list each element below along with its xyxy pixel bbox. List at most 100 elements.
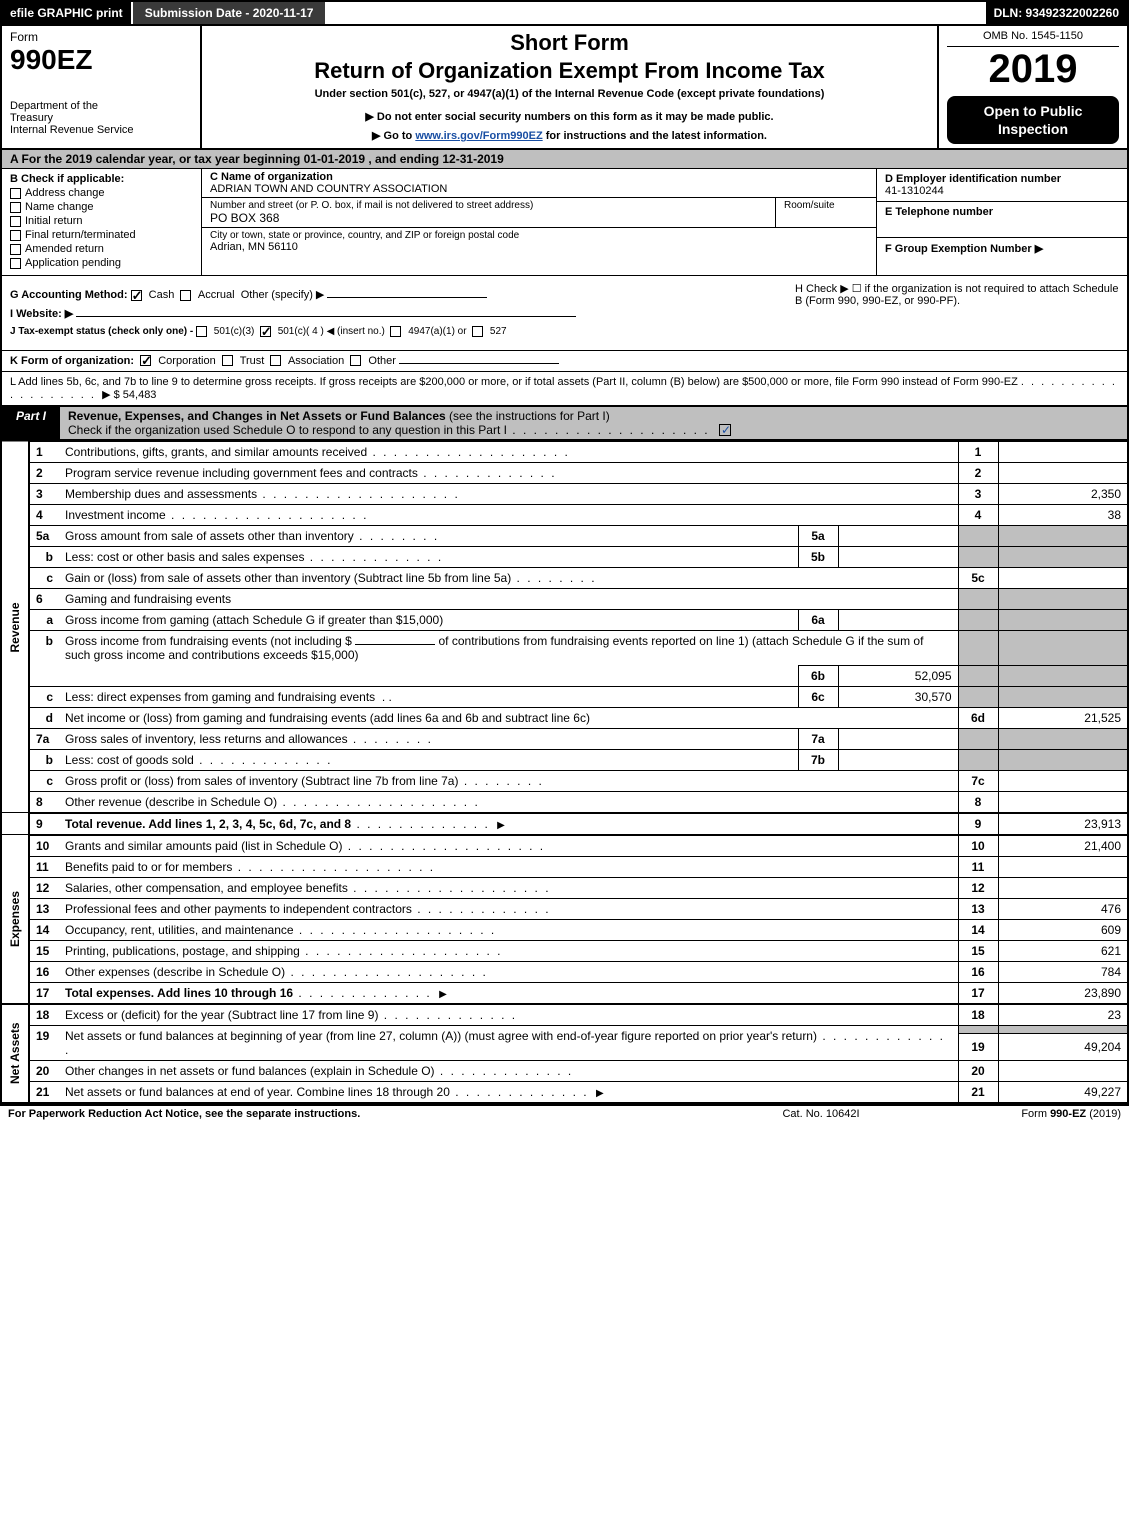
l6-rnum-grey [958, 588, 998, 609]
lbl-amended: Amended return [25, 243, 104, 255]
l19-rval-grey [998, 1025, 1128, 1034]
lbl-501c: 501(c)( 4 ) ◀ (insert no.) [278, 327, 385, 338]
footer-right-pre: Form [1021, 1108, 1050, 1120]
l6c-rnum-grey [958, 686, 998, 707]
l13-num: 13 [29, 898, 59, 919]
revenue-side-label: Revenue [1, 441, 29, 813]
l6d-val: 21,525 [998, 707, 1128, 728]
chk-schedule-o[interactable] [719, 424, 731, 436]
l21-arrow-icon [592, 1085, 608, 1099]
expenses-side-label: Expenses [1, 835, 29, 1003]
l8-rnum: 8 [958, 791, 998, 813]
l2-rnum: 2 [958, 462, 998, 483]
lbl-cash: Cash [149, 289, 175, 301]
chk-assoc[interactable] [270, 355, 281, 366]
l17-arrow-icon [435, 986, 451, 1000]
l6b-num: b [29, 630, 59, 686]
top-bar: efile GRAPHIC print Submission Date - 20… [0, 0, 1129, 26]
l10-val: 21,400 [998, 835, 1128, 857]
l6a-boxval [838, 609, 958, 630]
chk-4947[interactable] [390, 326, 401, 337]
l12-num: 12 [29, 877, 59, 898]
part-1-header: Part I Revenue, Expenses, and Changes in… [0, 405, 1129, 441]
chk-501c[interactable] [260, 326, 271, 337]
l4-val: 38 [998, 504, 1128, 525]
l14-num: 14 [29, 919, 59, 940]
l6b-blank[interactable] [355, 644, 435, 645]
rev-last-side [1, 813, 29, 834]
lbl-trust: Trust [240, 355, 265, 367]
k-label: K Form of organization: [10, 355, 134, 367]
l15-val: 621 [998, 940, 1128, 961]
l17-val: 23,890 [998, 982, 1128, 1003]
l18-rnum: 18 [958, 1004, 998, 1026]
footer-cat: Cat. No. 10642I [721, 1108, 921, 1120]
note-goto: ▶ Go to www.irs.gov/Form990EZ for instru… [214, 129, 925, 142]
l7a-rnum-grey [958, 728, 998, 749]
footer-right-post: (2019) [1086, 1108, 1121, 1120]
l19-desc: Net assets or fund balances at beginning… [65, 1029, 817, 1043]
l10-rnum: 10 [958, 835, 998, 857]
l21-num: 21 [29, 1081, 59, 1103]
chk-527[interactable] [472, 326, 483, 337]
chk-accrual[interactable] [180, 290, 191, 301]
l13-rnum: 13 [958, 898, 998, 919]
l1-num: 1 [29, 441, 59, 462]
chk-corp[interactable] [140, 355, 151, 366]
chk-final-return[interactable] [10, 230, 21, 241]
l9-val: 23,913 [998, 813, 1128, 834]
l9-dots [351, 817, 490, 831]
l3-val: 2,350 [998, 483, 1128, 504]
l18-desc: Excess or (deficit) for the year (Subtra… [65, 1008, 378, 1022]
l5a-num: 5a [29, 525, 59, 546]
irs-link[interactable]: www.irs.gov/Form990EZ [415, 130, 542, 142]
subtitle: Under section 501(c), 527, or 4947(a)(1)… [214, 88, 925, 100]
l5b-desc: Less: cost or other basis and sales expe… [65, 550, 443, 564]
chk-cash[interactable] [131, 290, 142, 301]
chk-other-org[interactable] [350, 355, 361, 366]
l6c-rval-grey [998, 686, 1128, 707]
chk-trust[interactable] [222, 355, 233, 366]
efile-label[interactable]: efile GRAPHIC print [2, 2, 131, 24]
chk-initial-return[interactable] [10, 216, 21, 227]
expenses-table: Expenses 10 Grants and similar amounts p… [0, 834, 1129, 1003]
chk-amended[interactable] [10, 244, 21, 255]
part1-table: Revenue 1 Contributions, gifts, grants, … [0, 441, 1129, 834]
l10-num: 10 [29, 835, 59, 857]
i-website-blank[interactable] [76, 316, 576, 317]
l7b-rval-grey [998, 749, 1128, 770]
l6d-desc: Net income or (loss) from gaming and fun… [59, 707, 958, 728]
row-a-tax-year: A For the 2019 calendar year, or tax yea… [0, 150, 1129, 169]
g-other-blank[interactable] [327, 297, 487, 298]
l7c-val [998, 770, 1128, 791]
l8-desc: Other revenue (describe in Schedule O) [65, 795, 480, 809]
form-word: Form [10, 30, 192, 44]
l6a-box: 6a [798, 609, 838, 630]
l6b-rval-grey2 [998, 665, 1128, 686]
d-ein-val: 41-1310244 [885, 185, 1119, 197]
l16-num: 16 [29, 961, 59, 982]
lbl-final-return: Final return/terminated [25, 229, 136, 241]
form-number: 990EZ [10, 44, 192, 76]
l16-val: 784 [998, 961, 1128, 982]
part1-check-line: Check if the organization used Schedule … [68, 423, 507, 437]
l17-desc: Total expenses. Add lines 10 through 16 [65, 986, 293, 1000]
l10-desc: Grants and similar amounts paid (list in… [65, 839, 545, 853]
k-other-blank[interactable] [399, 363, 559, 364]
l7a-rval-grey [998, 728, 1128, 749]
l12-val [998, 877, 1128, 898]
chk-app-pending[interactable] [10, 258, 21, 269]
short-form-title: Short Form [214, 30, 925, 56]
col-c-name: C Name of organization ADRIAN TOWN AND C… [202, 169, 877, 275]
l7c-rnum: 7c [958, 770, 998, 791]
l-text: L Add lines 5b, 6c, and 7b to line 9 to … [10, 376, 1018, 388]
l6d-rnum: 6d [958, 707, 998, 728]
l5b-boxval [838, 546, 958, 567]
l6c-num: c [29, 686, 59, 707]
l6d-num: d [29, 707, 59, 728]
chk-501c3[interactable] [196, 326, 207, 337]
chk-name-change[interactable] [10, 202, 21, 213]
l6a-desc: Gross income from gaming (attach Schedul… [59, 609, 798, 630]
l16-rnum: 16 [958, 961, 998, 982]
chk-address-change[interactable] [10, 188, 21, 199]
